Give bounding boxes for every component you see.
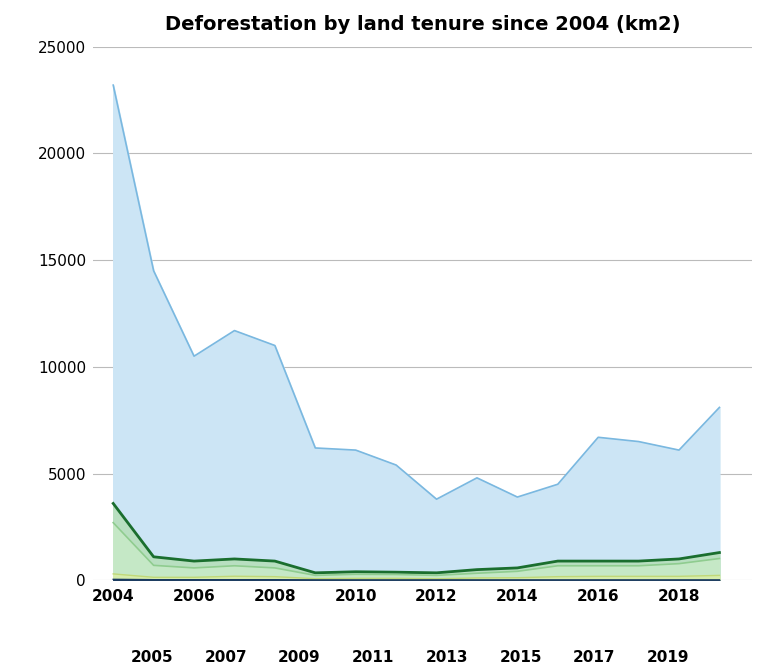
Text: 2013: 2013 [425, 650, 468, 665]
Text: 2007: 2007 [205, 650, 247, 665]
Title: Deforestation by land tenure since 2004 (km2): Deforestation by land tenure since 2004 … [164, 15, 680, 34]
Text: 2005: 2005 [131, 650, 174, 665]
Text: 2009: 2009 [278, 650, 321, 665]
Text: 2015: 2015 [499, 650, 542, 665]
Text: 2019: 2019 [647, 650, 689, 665]
Text: 2017: 2017 [573, 650, 615, 665]
Text: 2011: 2011 [352, 650, 394, 665]
